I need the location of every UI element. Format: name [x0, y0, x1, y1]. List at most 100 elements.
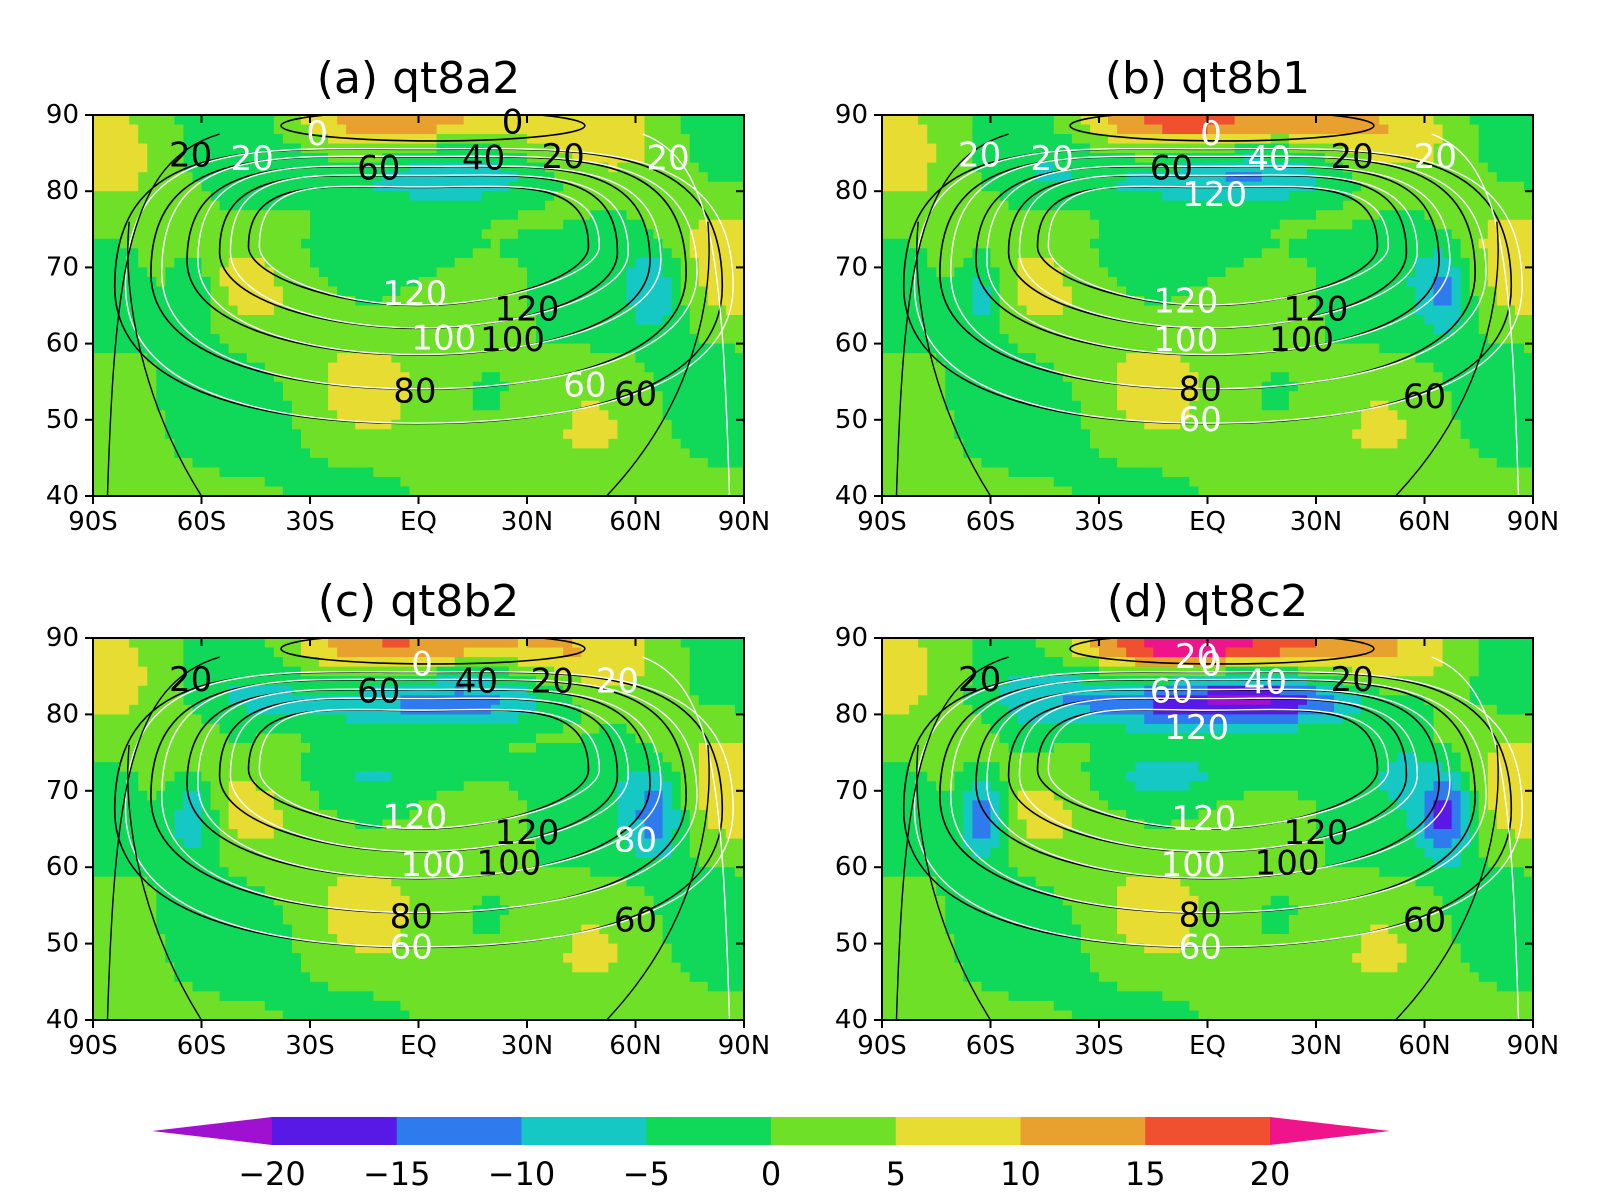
- contour-label: 20: [542, 137, 585, 177]
- x-tick-label: EQ: [400, 1031, 437, 1061]
- wind-contours: [895, 638, 1523, 1020]
- y-tick-label: 70: [46, 776, 79, 806]
- colorbar-tick-label: 15: [1125, 1155, 1166, 1193]
- colorbar-tick-label: −20: [238, 1155, 306, 1193]
- contour-label: 120: [382, 274, 447, 314]
- x-tick-label: EQ: [1189, 1031, 1226, 1061]
- x-tick-label: 30N: [1290, 507, 1343, 537]
- contour-label: 60: [1403, 377, 1446, 417]
- contour-label: 100: [1153, 320, 1218, 360]
- contour-label: 20: [1331, 660, 1374, 700]
- x-tick-label: 90S: [68, 507, 118, 537]
- contour-label: 100: [401, 845, 466, 885]
- contour-label: 60: [357, 671, 400, 711]
- x-tick-label: 30S: [1074, 1031, 1124, 1061]
- anomaly-field: [93, 638, 744, 1020]
- colorbar-tick-label: −15: [363, 1155, 431, 1193]
- panel-title: (c) qt8b2: [318, 576, 520, 627]
- panel-title: (a) qt8a2: [317, 53, 520, 104]
- y-tick-label: 80: [835, 699, 868, 729]
- colorbar-swatch: [272, 1117, 398, 1145]
- colorbar-swatch: [1145, 1117, 1271, 1145]
- y-tick-label: 50: [46, 929, 79, 959]
- y-tick-label: 40: [835, 481, 868, 511]
- colorbar-swatch: [521, 1117, 647, 1145]
- contour-label: 0: [306, 114, 328, 154]
- colorbar-tick-label: 5: [886, 1155, 906, 1193]
- x-tick-label: 90S: [857, 1031, 907, 1061]
- anomaly-field: [882, 115, 1533, 496]
- wind-contours: [106, 115, 734, 496]
- x-tick-label: 90N: [718, 1031, 771, 1061]
- x-tick-label: 90S: [68, 1031, 118, 1061]
- x-tick-label: 60N: [609, 507, 662, 537]
- y-tick-label: 70: [835, 776, 868, 806]
- y-tick-label: 40: [835, 1005, 868, 1035]
- y-tick-label: 60: [835, 329, 868, 359]
- contour-label: 20: [958, 660, 1001, 700]
- y-tick-label: 90: [835, 100, 868, 130]
- x-tick-label: 90S: [857, 507, 907, 537]
- x-tick-label: 60N: [609, 1031, 662, 1061]
- contour-label: 100: [1255, 843, 1320, 883]
- colorbar-swatch: [895, 1117, 1021, 1145]
- colorbar-swatch: [646, 1117, 772, 1145]
- contour-label: 40: [1244, 662, 1287, 702]
- wind-contours: [106, 638, 734, 1020]
- contour-label: 20: [1175, 637, 1218, 677]
- colorbar: −20 −15 −10 −5 0 5 10 15 20: [152, 1117, 1390, 1193]
- x-tick-label: 30N: [501, 1031, 554, 1061]
- contour-label: 60: [357, 148, 400, 188]
- y-tick-label: 40: [46, 481, 79, 511]
- y-tick-label: 60: [46, 329, 79, 359]
- contour-label: 120: [1284, 813, 1349, 853]
- contour-label: 60: [1179, 927, 1222, 967]
- colorbar-tick-label: 0: [761, 1155, 781, 1193]
- y-tick-label: 80: [835, 176, 868, 206]
- y-tick-label: 50: [835, 929, 868, 959]
- x-tick-label: 60N: [1398, 507, 1451, 537]
- contour-label: 40: [462, 138, 505, 178]
- x-tick-label: 60S: [966, 1031, 1016, 1061]
- contour-label: 20: [596, 662, 639, 702]
- x-tick-label: 90N: [1507, 1031, 1560, 1061]
- x-tick-label: 30S: [285, 507, 335, 537]
- contour-label: 120: [1153, 282, 1218, 322]
- colorbar-max-arrow: [1270, 1117, 1390, 1145]
- contour-label: 60: [614, 375, 657, 415]
- contour-label: 80: [390, 897, 433, 937]
- contour-label: 40: [455, 662, 498, 702]
- contour-label: 20: [1331, 137, 1374, 177]
- contour-label: 20: [958, 135, 1001, 175]
- contour-label: 0: [502, 103, 524, 143]
- y-tick-label: 80: [46, 699, 79, 729]
- x-tick-label: EQ: [400, 507, 437, 537]
- colorbar-swatch: [1020, 1117, 1146, 1145]
- contour-label: 20: [231, 139, 274, 179]
- x-tick-label: 60S: [177, 1031, 227, 1061]
- colorbar-tick-label: −5: [623, 1155, 670, 1193]
- contour-label: 120: [1171, 799, 1236, 839]
- y-tick-label: 70: [46, 252, 79, 282]
- x-tick-label: 30S: [285, 1031, 335, 1061]
- x-tick-label: 30N: [1290, 1031, 1343, 1061]
- x-tick-label: 90N: [718, 507, 771, 537]
- y-tick-label: 50: [835, 405, 868, 435]
- contour-label: 20: [169, 660, 212, 700]
- contour-label: 100: [411, 318, 476, 358]
- y-tick-label: 80: [46, 176, 79, 206]
- colorbar-tick-label: 20: [1250, 1155, 1291, 1193]
- contour-label: 0: [1200, 114, 1222, 154]
- contour-label: 60: [1150, 148, 1193, 188]
- contour-label: 120: [495, 813, 560, 853]
- contour-label: 100: [480, 320, 545, 360]
- y-tick-label: 70: [835, 252, 868, 282]
- contour-label: 20: [1414, 137, 1457, 177]
- y-tick-label: 60: [46, 852, 79, 882]
- contour-label: 80: [1179, 895, 1222, 935]
- contour-label: 0: [411, 645, 433, 685]
- wind-contours: [895, 115, 1523, 496]
- contour-label: 20: [169, 135, 212, 175]
